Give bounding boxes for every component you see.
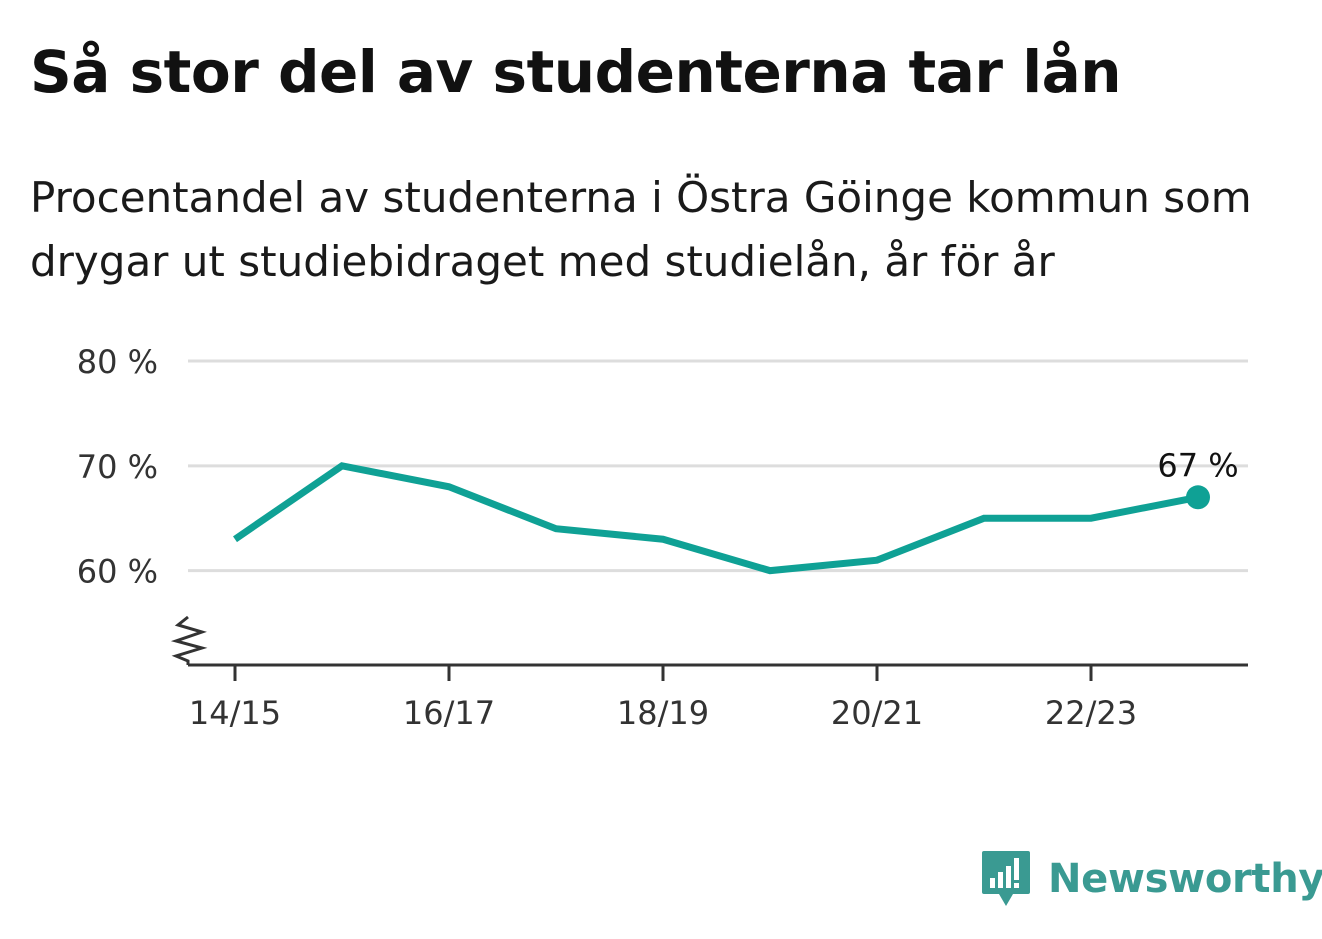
x-tick-label: 22/23 <box>1045 694 1137 732</box>
brand: Newsworthy <box>980 848 1322 910</box>
chart-title: Så stor del av studenterna tar lån <box>30 38 1122 106</box>
end-value-label: 67 % <box>1157 446 1238 484</box>
y-tick-label: 60 % <box>77 553 158 591</box>
x-tick-label: 18/19 <box>617 694 709 732</box>
chart-subtitle: Procentandel av studenterna i Östra Göin… <box>30 173 1252 286</box>
y-axis-break <box>170 615 208 665</box>
line-chart: 60 % 70 % 80 % 14/15 16/17 18/19 20/21 22/23 67 … <box>77 343 1248 732</box>
newsworthy-logo-icon <box>982 851 1030 906</box>
y-tick-label: 70 % <box>77 448 158 486</box>
x-tick-label: 16/17 <box>403 694 495 732</box>
series-line <box>233 462 1199 575</box>
brand-name: Newsworthy <box>1048 856 1322 902</box>
x-tick-label: 14/15 <box>189 694 281 732</box>
y-tick-label: 80 % <box>77 343 158 381</box>
x-tick-label: 20/21 <box>831 694 923 732</box>
end-point <box>1186 485 1210 510</box>
